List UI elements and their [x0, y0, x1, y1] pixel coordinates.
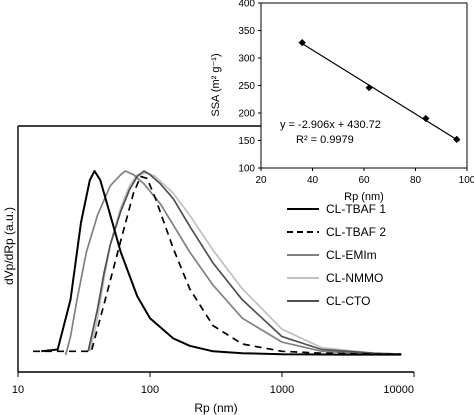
inset-x-tick-label: 40	[307, 175, 319, 186]
legend-label: CL-TBAF 2	[326, 225, 386, 239]
series-line-4	[87, 170, 402, 355]
inset-frame	[261, 3, 467, 168]
legend-label: CL-NMMO	[326, 271, 383, 285]
main-x-ticks: 10 100 1000 10000	[12, 372, 415, 396]
inset-y-tick-label: 200	[238, 109, 255, 120]
inset-x-tick-label: 60	[358, 175, 370, 186]
legend-label: CL-CTO	[326, 294, 370, 308]
inset-x-axis-label: Rp (nm)	[344, 191, 384, 203]
main-x-tick-label: 100	[141, 384, 159, 396]
inset-y-tick-label: 100	[238, 164, 255, 175]
inset-fit-line	[299, 41, 460, 142]
inset-marks	[298, 39, 461, 143]
inset-x-tick-label: 100	[459, 175, 474, 186]
series-line-0	[41, 170, 402, 356]
inset-y-axis-label: SSA (m² g⁻¹)	[210, 53, 222, 116]
inset-y-tick-label: 250	[238, 81, 255, 92]
main-x-tick-label: 10000	[383, 384, 414, 396]
inset-point	[365, 84, 373, 92]
inset-ticks: 20 40 60 80 100 100 150 200 250 300 350 400	[238, 0, 474, 186]
main-curves	[33, 170, 402, 356]
legend-label: CL-TBAF 1	[326, 202, 386, 216]
inset-point	[298, 39, 306, 47]
inset-r2: R² = 0.9979	[296, 134, 354, 146]
inset-point	[453, 135, 461, 143]
legend: CL-TBAF 1 CL-TBAF 2 CL-EMIm CL-NMMO CL-CTO	[287, 202, 386, 308]
inset-x-tick-label: 20	[255, 175, 267, 186]
inset-equation: y = -2.906x + 430.72	[280, 119, 381, 131]
inset-x-tick-label: 80	[410, 175, 422, 186]
inset-y-tick-label: 150	[238, 136, 255, 147]
main-x-axis-label: Rp (nm)	[194, 401, 237, 415]
inset-point	[422, 114, 430, 123]
main-x-tick-label: 10	[12, 384, 24, 396]
series-line-2	[64, 170, 402, 356]
series-line-1	[33, 175, 402, 355]
main-y-axis-label: dVp/dRp (a.u.)	[2, 207, 16, 285]
inset-y-tick-label: 350	[238, 26, 255, 37]
main-x-tick-label: 1000	[270, 384, 294, 396]
legend-label: CL-EMIm	[326, 248, 377, 262]
inset-y-tick-label: 300	[238, 54, 255, 65]
inset-y-tick-label: 400	[238, 0, 255, 10]
inset-chart: 20 40 60 80 100 100 150 200 250 300 350 400 y = -2.…	[210, 0, 474, 203]
main-chart: 10 100 1000 10000 Rp (nm) dVp/dRp (a.u.) CL…	[2, 125, 415, 415]
